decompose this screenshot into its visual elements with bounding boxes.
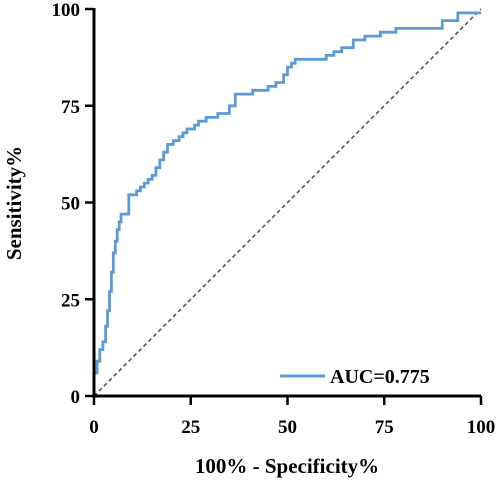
- x-tick-label: 50: [278, 417, 297, 438]
- x-tick-label: 100: [467, 417, 496, 438]
- ticks: 0 25 50 75 100 0 25 50 75 100: [52, 0, 496, 438]
- x-tick-label: 0: [89, 417, 99, 438]
- x-tick-label: 75: [375, 417, 394, 438]
- y-tick-label: 25: [61, 290, 80, 311]
- y-tick-label: 75: [61, 97, 80, 118]
- legend: AUC=0.775: [280, 366, 430, 388]
- y-tick-label: 100: [52, 0, 81, 21]
- x-axis-title: 100% - Specificity%: [195, 454, 379, 478]
- y-axis-title: Sensitivity%: [2, 146, 26, 260]
- reference-diagonal-line: [93, 8, 482, 397]
- legend-label: AUC=0.775: [330, 366, 430, 388]
- x-tick-label: 25: [181, 417, 200, 438]
- y-tick-label: 50: [61, 194, 80, 215]
- roc-curve-line: [92, 11, 481, 396]
- plot-area: [92, 8, 482, 397]
- y-tick-label: 0: [71, 387, 81, 408]
